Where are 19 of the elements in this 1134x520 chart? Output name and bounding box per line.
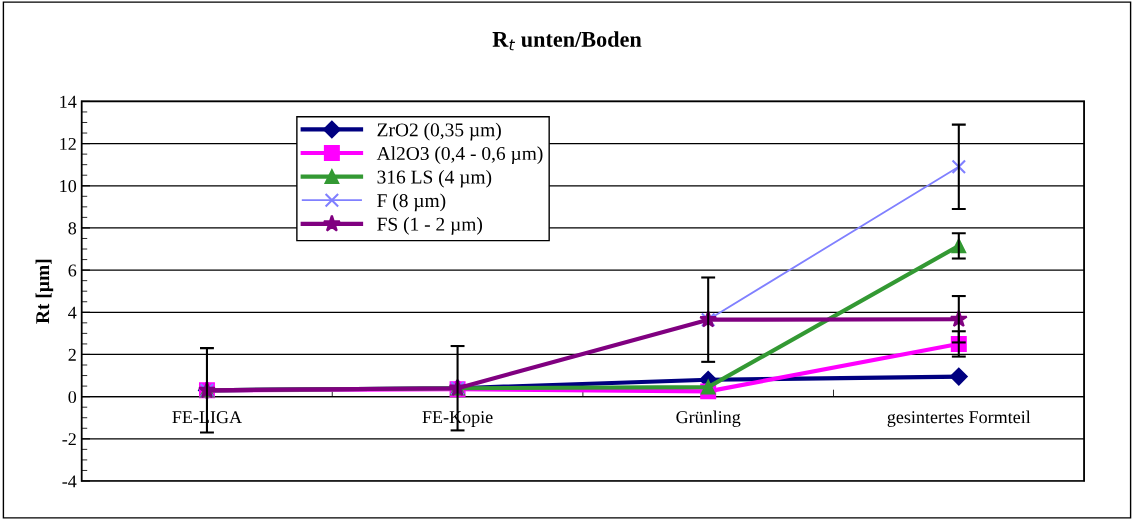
y-tick-label: 4 [68, 306, 77, 319]
y-tick-label: -4 [62, 475, 77, 488]
legend-label: FS (1 - 2 µm) [377, 217, 483, 235]
y-tick-label: 0 [68, 390, 77, 404]
legend-label: F (8 µm) [377, 193, 446, 212]
y-axis-title: Rt [µm] [35, 259, 54, 324]
x-tick-label: Grünling [676, 410, 741, 427]
chart-title: R$_{t}$ unten/Boden [492, 31, 642, 51]
y-tick-label: 8 [68, 222, 77, 235]
y-tick-label: -2 [62, 433, 76, 446]
y-tick-label: 10 [60, 180, 77, 193]
y-tick-label: 2 [68, 348, 76, 361]
legend-label: ZrO2 (0,35 µm) [377, 122, 501, 141]
y-tick-label: 12 [60, 137, 76, 150]
legend-label: Al2O3 (0,4 - 0,6 µm) [376, 146, 543, 164]
y-tick-label: 6 [68, 264, 77, 277]
x-tick-label: gesintertes Formteil [887, 410, 1031, 427]
y-tick-label: 14 [60, 95, 77, 108]
legend-label: 316 LS (4 µm) [377, 169, 492, 188]
